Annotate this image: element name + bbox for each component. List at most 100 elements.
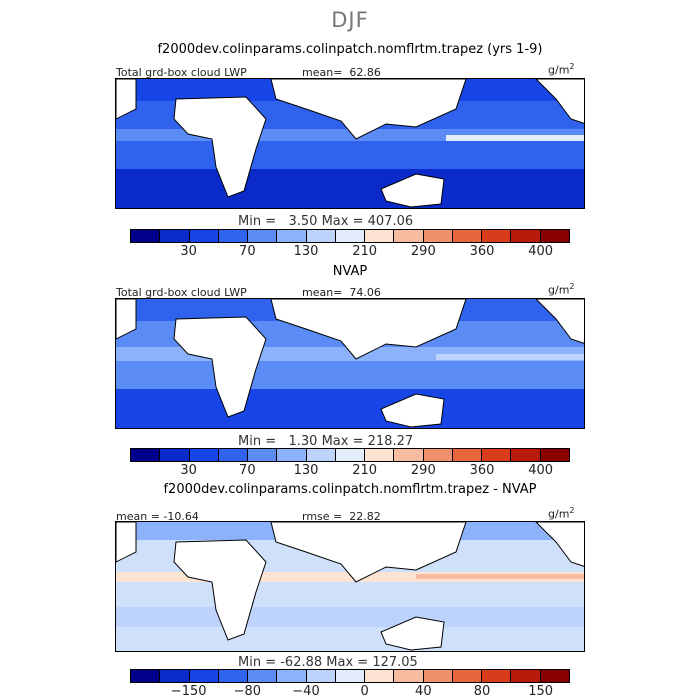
panel3-south-band bbox=[116, 607, 584, 627]
panel2-south-band bbox=[116, 389, 584, 428]
colorbar-swatch bbox=[394, 449, 424, 461]
panel1-colorbar bbox=[130, 229, 570, 243]
panel3-north-america bbox=[535, 522, 584, 567]
colorbar-swatch bbox=[511, 230, 541, 242]
colorbar-tick-label: 70 bbox=[239, 244, 256, 259]
panel1-case-title: f2000dev.colinparams.colinpatch.nomflrtm… bbox=[157, 42, 543, 57]
colorbar-swatch bbox=[540, 670, 569, 682]
panel2-north-america bbox=[535, 299, 584, 344]
colorbar-swatch bbox=[248, 449, 278, 461]
panel1-south-band bbox=[116, 169, 584, 208]
panel3-case-title: f2000dev.colinparams.colinpatch.nomflrtm… bbox=[163, 482, 537, 497]
panel1-map-svg bbox=[116, 79, 584, 208]
colorbar-swatch bbox=[335, 449, 366, 461]
colorbar-swatch bbox=[131, 670, 161, 682]
colorbar-swatch bbox=[335, 230, 366, 242]
colorbar-swatch bbox=[131, 449, 161, 461]
panel3-units: g/m2 bbox=[548, 506, 575, 521]
colorbar-tick-label: 30 bbox=[180, 244, 197, 259]
colorbar-swatch bbox=[189, 449, 219, 461]
panel1-eurasia bbox=[270, 79, 467, 140]
panel2-eurasia bbox=[270, 299, 467, 360]
colorbar-swatch bbox=[452, 230, 483, 242]
colorbar-swatch bbox=[277, 230, 307, 242]
panel2-case-title: NVAP bbox=[332, 264, 368, 279]
season-title: DJF bbox=[331, 8, 369, 32]
colorbar-tick-label: 210 bbox=[352, 463, 378, 478]
panel3-colorbar bbox=[130, 669, 570, 683]
colorbar-tick-label: 210 bbox=[352, 244, 378, 259]
panel1-map bbox=[115, 78, 585, 209]
colorbar-swatch bbox=[394, 670, 424, 682]
colorbar-tick-label: 40 bbox=[415, 684, 432, 699]
panel2-s-america bbox=[116, 299, 137, 340]
colorbar-tick-label: 150 bbox=[528, 684, 554, 699]
colorbar-swatch bbox=[160, 230, 190, 242]
colorbar-swatch bbox=[218, 449, 249, 461]
colorbar-tick-label: 290 bbox=[410, 244, 436, 259]
colorbar-swatch bbox=[452, 670, 483, 682]
panel3-itcz-band bbox=[116, 572, 584, 582]
panel2-units: g/m2 bbox=[548, 282, 575, 297]
colorbar-swatch bbox=[482, 670, 512, 682]
panel3-rmse-stat: rmse = 22.82 bbox=[302, 510, 381, 523]
colorbar-swatch bbox=[218, 670, 249, 682]
colorbar-tick-label: 130 bbox=[293, 463, 319, 478]
colorbar-swatch bbox=[218, 230, 249, 242]
panel1-colorbar-ticks: 30 70 130 210 290 360 400 bbox=[0, 244, 700, 260]
colorbar-swatch bbox=[423, 449, 453, 461]
panel1-australia bbox=[380, 173, 445, 208]
panel3-mean-stat: mean = -10.64 bbox=[116, 510, 199, 523]
colorbar-swatch bbox=[248, 230, 278, 242]
colorbar-swatch bbox=[540, 449, 569, 461]
panel3-colorbar-ticks: −150 −80 −40 0 40 80 150 bbox=[0, 684, 700, 700]
panel3-minmax: Min = -62.88 Max = 127.05 bbox=[238, 655, 418, 670]
panel2-map-svg bbox=[116, 299, 584, 428]
panel1-mean-stat: mean= 62.86 bbox=[302, 66, 381, 79]
panel2-colorbar bbox=[130, 448, 570, 462]
colorbar-swatch bbox=[160, 670, 190, 682]
colorbar-tick-label: −80 bbox=[233, 684, 262, 699]
colorbar-tick-label: 400 bbox=[528, 244, 554, 259]
colorbar-swatch bbox=[482, 230, 512, 242]
colorbar-swatch bbox=[277, 449, 307, 461]
colorbar-tick-label: 360 bbox=[469, 463, 495, 478]
colorbar-swatch bbox=[306, 670, 336, 682]
panel2-map bbox=[115, 298, 585, 429]
panel3-pacific-streak bbox=[416, 574, 584, 579]
panel2-mean-stat: mean= 74.06 bbox=[302, 286, 381, 299]
colorbar-swatch bbox=[511, 670, 541, 682]
colorbar-swatch bbox=[189, 670, 219, 682]
panel3-map-svg bbox=[116, 522, 584, 651]
colorbar-swatch bbox=[306, 230, 336, 242]
panel3-s-america bbox=[116, 522, 137, 563]
colorbar-swatch bbox=[365, 230, 395, 242]
panel1-units: g/m2 bbox=[548, 62, 575, 77]
colorbar-swatch bbox=[452, 449, 483, 461]
panel1-africa bbox=[173, 96, 267, 198]
panel2-variable-label: Total grd-box cloud LWP bbox=[116, 286, 247, 299]
colorbar-swatch bbox=[540, 230, 569, 242]
colorbar-tick-label: 80 bbox=[473, 684, 491, 699]
panel3-map bbox=[115, 521, 585, 652]
colorbar-tick-label: 290 bbox=[410, 463, 436, 478]
colorbar-swatch bbox=[131, 230, 161, 242]
colorbar-swatch bbox=[277, 670, 307, 682]
colorbar-tick-label: −40 bbox=[292, 684, 320, 699]
panel1-minmax: Min = 3.50 Max = 407.06 bbox=[238, 214, 414, 229]
colorbar-tick-label: 400 bbox=[528, 463, 554, 478]
panel2-colorbar-ticks: 30 70 130 210 290 360 400 bbox=[0, 463, 700, 479]
colorbar-swatch bbox=[306, 449, 336, 461]
panel2-africa bbox=[173, 316, 267, 418]
colorbar-swatch bbox=[423, 230, 453, 242]
colorbar-swatch bbox=[511, 449, 541, 461]
panel1-variable-label: Total grd-box cloud LWP bbox=[116, 66, 247, 79]
colorbar-swatch bbox=[335, 670, 366, 682]
colorbar-tick-label: 70 bbox=[239, 463, 256, 478]
colorbar-swatch bbox=[365, 449, 395, 461]
colorbar-swatch bbox=[160, 449, 190, 461]
panel2-australia bbox=[380, 393, 445, 428]
colorbar-swatch bbox=[365, 670, 395, 682]
colorbar-tick-label: 130 bbox=[293, 244, 319, 259]
panel1-north-america bbox=[535, 79, 584, 124]
